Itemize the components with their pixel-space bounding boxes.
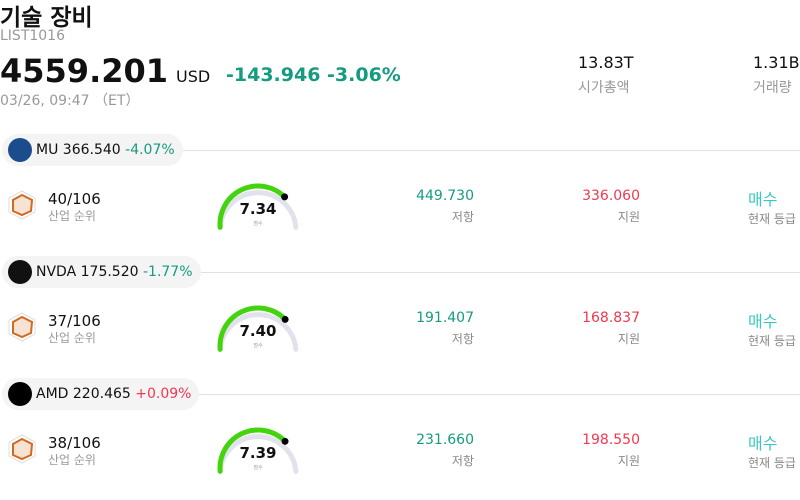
- industry-rank-label: 산업 순위: [48, 331, 96, 345]
- support-label: 지원: [617, 210, 640, 224]
- support-value: 336.060: [582, 188, 640, 204]
- gauge-track: [217, 190, 299, 230]
- gauge-fill: [217, 427, 288, 474]
- rating-value: 매수: [748, 312, 778, 331]
- company-logo-icon: [8, 382, 32, 406]
- gauge-marker: [281, 193, 289, 201]
- market-cap-value: 13.83T: [578, 53, 634, 72]
- stock-chip[interactable]: NVDA 175.520 -1.77%: [2, 256, 201, 288]
- market-cap-label: 시가총액: [578, 80, 630, 96]
- rating-value: 매수: [748, 434, 778, 453]
- industry-rank: 38/106: [48, 434, 101, 452]
- stock-row[interactable]: MU 366.540 -4.07% 40/106 산업 순위 7.34 점수 4…: [0, 134, 800, 256]
- divider: [180, 272, 800, 273]
- industry-rank: 40/106: [48, 190, 101, 208]
- radar-hexagon-icon: [8, 312, 36, 342]
- resistance-label: 저항: [451, 210, 474, 224]
- industry-rank: 37/106: [48, 312, 101, 330]
- score-gauge: [217, 427, 299, 474]
- industry-rank-label: 산업 순위: [48, 453, 96, 467]
- ticker: AMD: [36, 386, 69, 402]
- gauge-fill: [217, 183, 288, 230]
- resistance-label: 저항: [451, 332, 474, 346]
- resistance-value: 191.407: [416, 310, 474, 326]
- gauge-marker: [281, 315, 289, 323]
- score-gauge: [217, 305, 299, 352]
- stock-price: 220.465: [72, 386, 131, 402]
- gauge-track: [217, 312, 299, 352]
- stock-price: 366.540: [62, 142, 121, 158]
- company-logo-icon: [8, 260, 32, 284]
- resistance-label: 저항: [451, 454, 474, 468]
- industry-rank-label: 산업 순위: [48, 209, 96, 223]
- currency: USD: [176, 67, 211, 86]
- index-change: -143.946 -3.06%: [226, 64, 401, 86]
- gauge-fill: [217, 305, 288, 352]
- index-price: 4559.201: [0, 52, 169, 90]
- stock-chip[interactable]: AMD 220.465 +0.09%: [2, 378, 200, 410]
- resistance-value: 449.730: [416, 188, 474, 204]
- radar-hexagon-icon: [8, 190, 36, 220]
- score-value: 7.34: [239, 200, 277, 218]
- support-label: 지원: [617, 332, 640, 346]
- stock-price: 175.520: [80, 264, 139, 280]
- stock-row[interactable]: AMD 220.465 +0.09% 38/106 산업 순위 7.39 점수 …: [0, 378, 800, 500]
- gauge-marker: [281, 437, 289, 445]
- score-value: 7.40: [239, 322, 277, 340]
- list-code: LIST1016: [0, 28, 65, 44]
- stock-change: -4.07%: [125, 142, 175, 158]
- rating-label: 현재 등급: [748, 456, 796, 470]
- support-value: 168.837: [582, 310, 640, 326]
- ticker: MU: [36, 142, 59, 158]
- stock-chip[interactable]: MU 366.540 -4.07%: [2, 134, 183, 166]
- divider: [180, 150, 800, 151]
- ticker: NVDA: [36, 264, 77, 280]
- support-value: 198.550: [582, 432, 640, 448]
- score-value: 7.39: [239, 444, 277, 462]
- stock-row[interactable]: NVDA 175.520 -1.77% 37/106 산업 순위 7.40 점수…: [0, 256, 800, 378]
- rating-label: 현재 등급: [748, 212, 796, 226]
- page-title: 기술 장비: [0, 5, 93, 31]
- support-label: 지원: [617, 454, 640, 468]
- score-gauge: [217, 183, 299, 230]
- divider: [180, 394, 800, 395]
- score-label: 점수: [253, 221, 263, 227]
- rating-label: 현재 등급: [748, 334, 796, 348]
- timestamp: 03/26, 09:47 （ET）: [0, 93, 140, 109]
- rating-value: 매수: [748, 190, 778, 209]
- gauge-track: [217, 434, 299, 474]
- stock-change: +0.09%: [135, 386, 192, 402]
- company-logo-icon: [8, 138, 32, 162]
- stock-change: -1.77%: [142, 264, 193, 280]
- score-label: 점수: [253, 343, 263, 349]
- radar-hexagon-icon: [8, 434, 36, 464]
- volume-value: 1.31B: [753, 53, 800, 72]
- score-label: 점수: [253, 465, 263, 471]
- resistance-value: 231.660: [416, 432, 474, 448]
- volume-label: 거래량: [753, 80, 792, 96]
